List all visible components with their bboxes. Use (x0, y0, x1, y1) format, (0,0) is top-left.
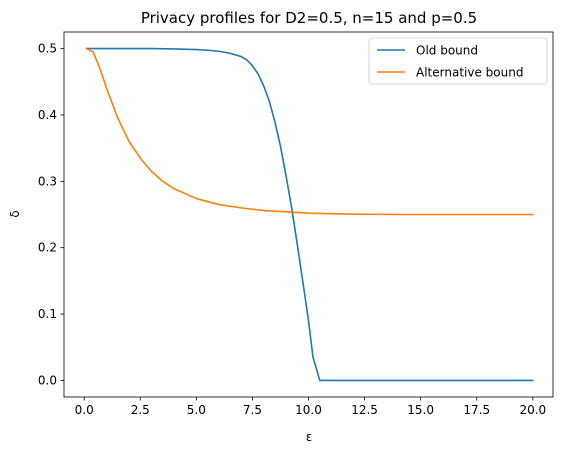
legend-box (368, 37, 548, 85)
y-tick-label: 0.1 (38, 307, 57, 321)
y-axis-label: δ (8, 210, 22, 217)
series-line-1 (85, 47, 534, 382)
y-tick-label: 0.2 (38, 241, 57, 255)
y-tick-label: 0.0 (38, 373, 57, 387)
x-tick-label: 15.0 (407, 403, 434, 417)
plot-area (85, 47, 534, 382)
y-tick-label: 0.5 (38, 42, 57, 56)
x-tick-label: 20.0 (519, 403, 546, 417)
chart-title: Privacy profiles for D2=0.5, n=15 and p=… (141, 9, 477, 27)
x-tick-label: 7.5 (243, 403, 262, 417)
legend: Old bound Alternative bound (368, 37, 548, 85)
legend-label: Alternative bound (416, 66, 523, 80)
y-axis-ticks: 0.0 0.1 0.2 0.3 0.4 0.5 (38, 42, 64, 387)
x-axis-ticks: 0.0 2.5 5.0 7.5 10.0 12.5 15.0 17.5 20.0 (75, 397, 546, 417)
y-tick-label: 0.3 (38, 174, 57, 188)
x-tick-label: 5.0 (187, 403, 206, 417)
x-axis-label: ε (306, 430, 313, 444)
y-tick-label: 0.4 (38, 108, 57, 122)
x-tick-label: 12.5 (351, 403, 378, 417)
x-tick-label: 0.0 (75, 403, 94, 417)
legend-label: Old bound (416, 44, 478, 58)
x-tick-label: 2.5 (131, 403, 150, 417)
series-line-2 (85, 47, 534, 216)
x-tick-label: 17.5 (463, 403, 490, 417)
x-tick-label: 10.0 (295, 403, 322, 417)
